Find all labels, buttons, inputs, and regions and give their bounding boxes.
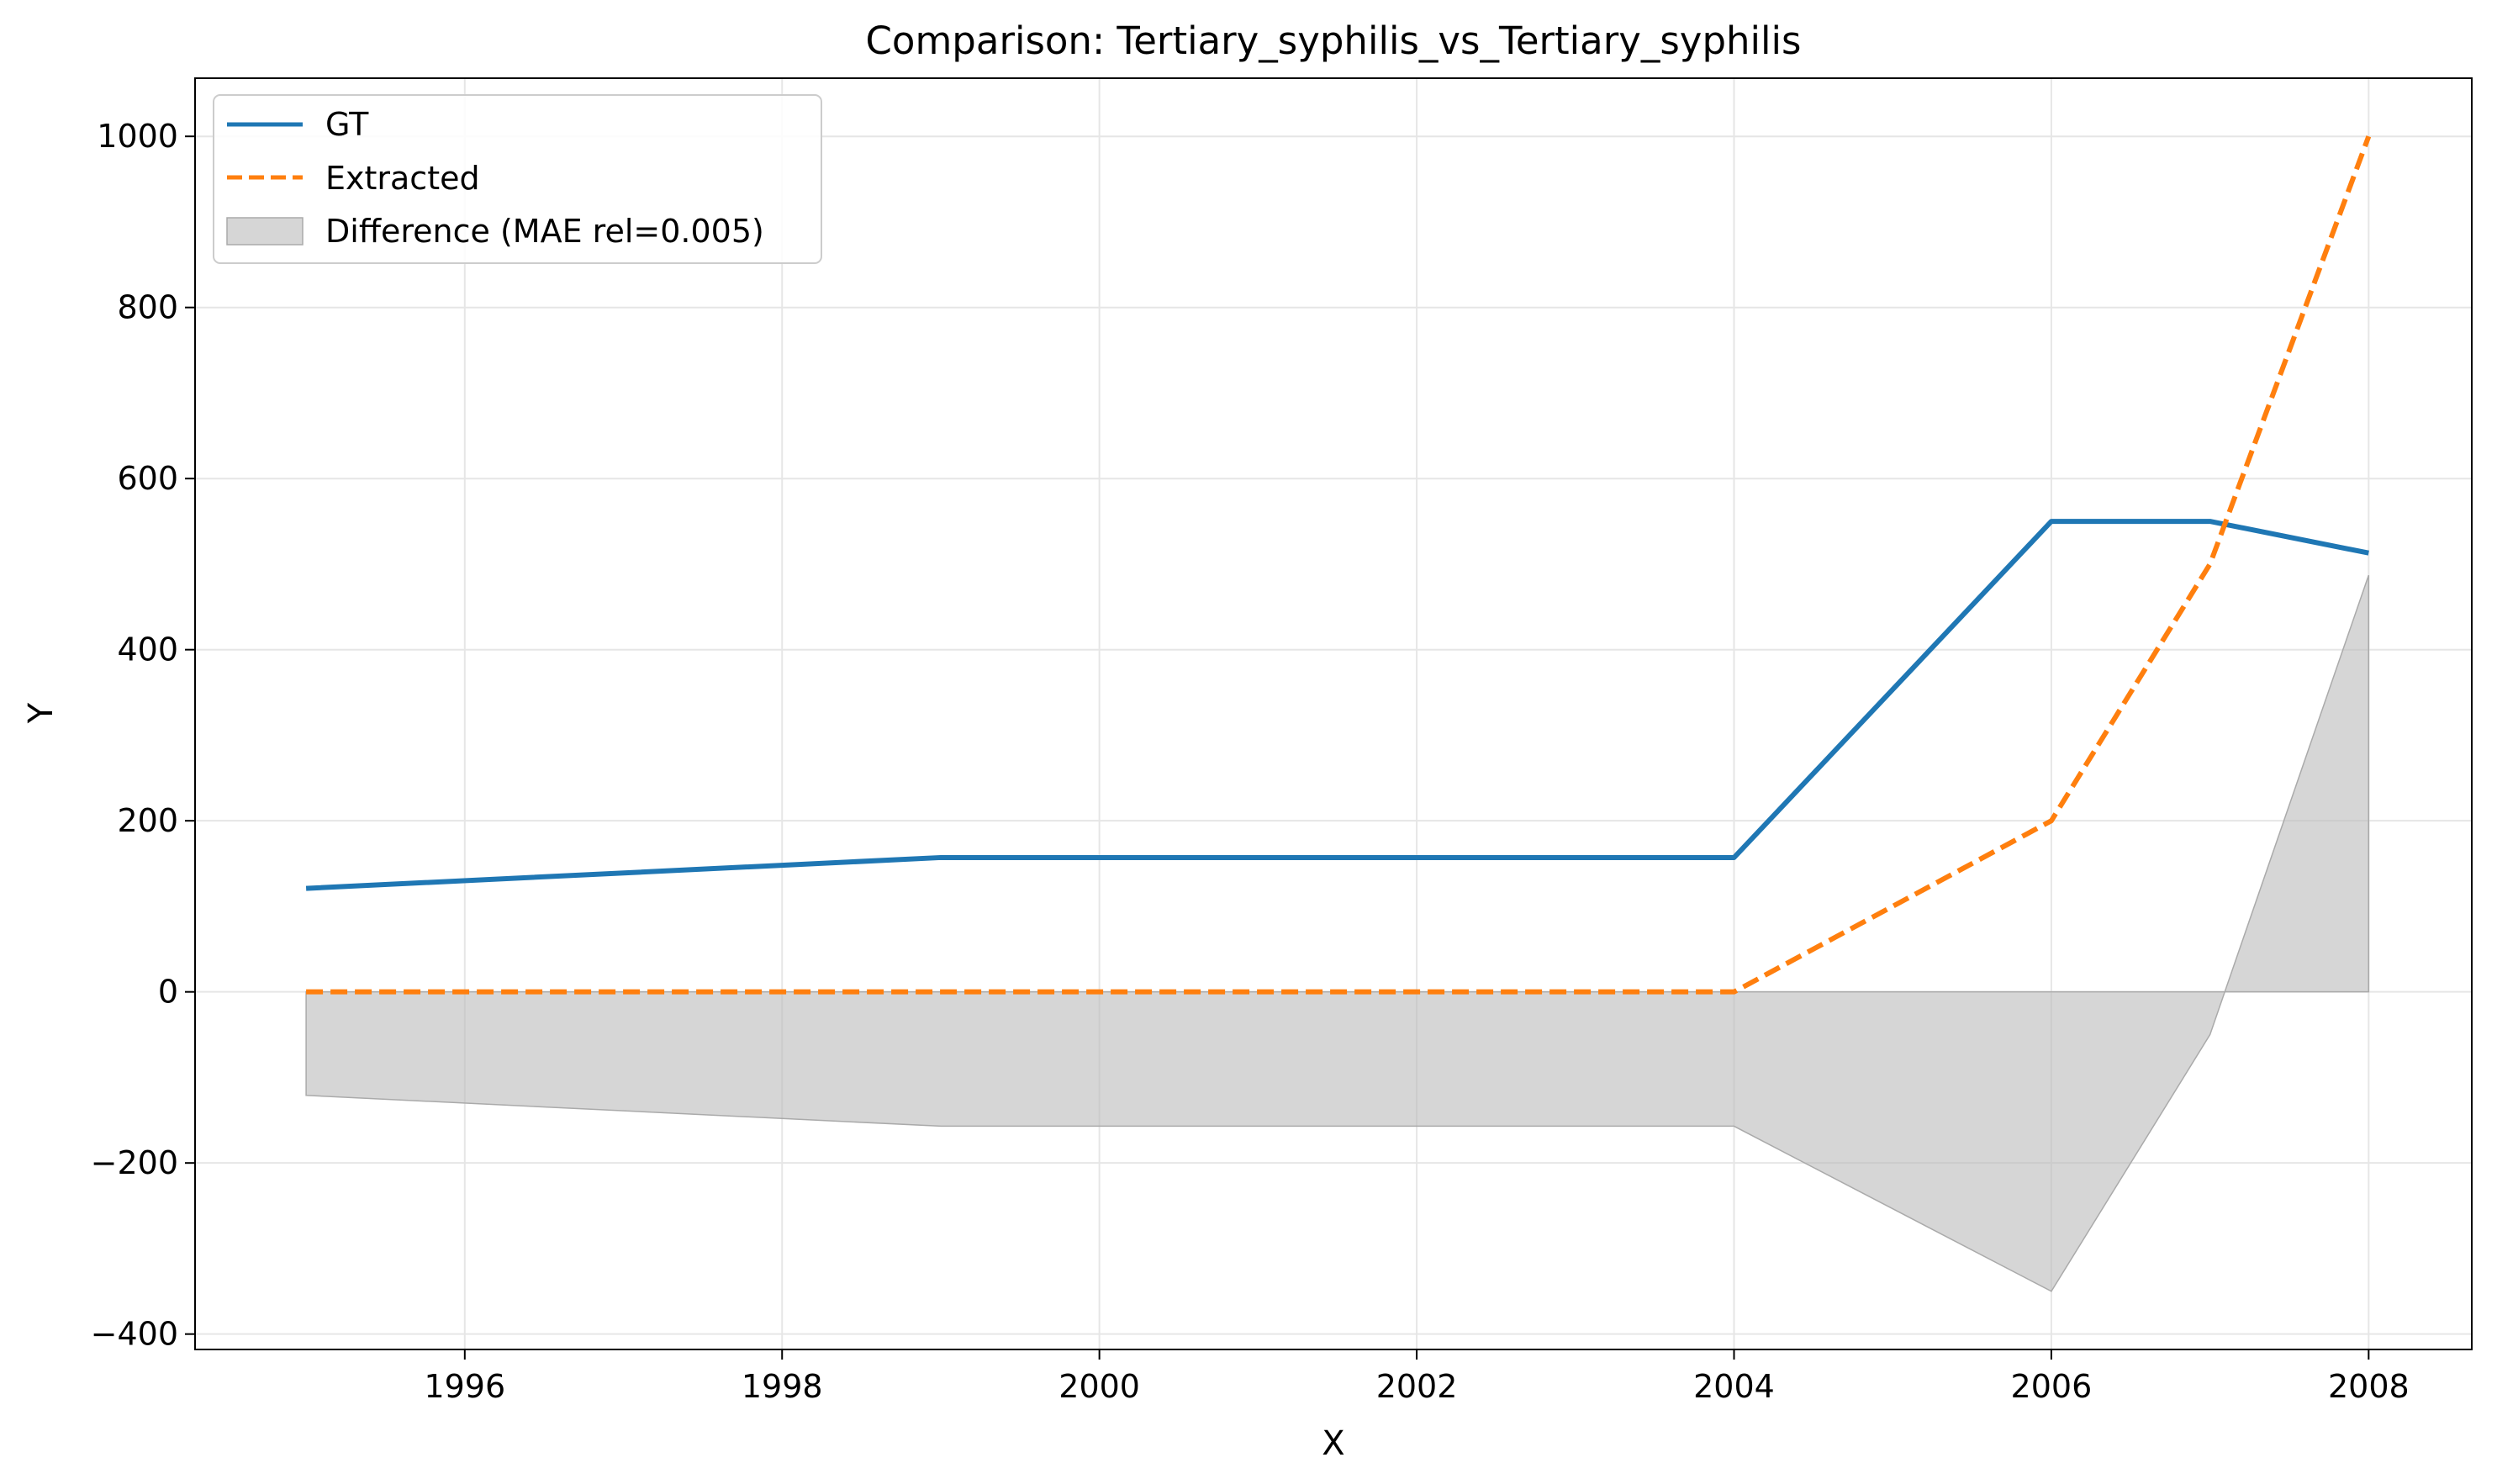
series-lines-layer: [305, 135, 2372, 995]
x-tick-label: 1998: [742, 1368, 823, 1405]
axis-ticks: 1996 1998 2000 2002 2004 2006 2008 −400 −200 0 200…: [91, 118, 2410, 1405]
legend-extracted-label: Extracted: [325, 160, 480, 197]
y-tick-label: −400: [91, 1316, 178, 1353]
legend-difference-label: Difference (MAE rel=0.005): [325, 213, 764, 250]
x-tick-label: 2002: [1376, 1368, 1458, 1405]
difference-area: [305, 574, 2370, 1292]
plot-frame: [194, 77, 2473, 1350]
difference-area-layer: [305, 574, 2370, 1292]
x-tick-label: 1996: [424, 1368, 505, 1405]
y-tick-label: 200: [117, 802, 178, 839]
y-tick-label: 800: [117, 289, 178, 326]
series-line-gt: [305, 519, 2369, 891]
y-tick-label: 1000: [97, 118, 178, 155]
legend: GT Extracted Difference (MAE rel=0.005): [213, 94, 822, 264]
y-tick-label: 400: [117, 631, 178, 668]
chart-title: Comparison: Tertiary_syphilis_vs_Tertiar…: [866, 18, 1802, 63]
x-axis-label: X: [1322, 1424, 1344, 1463]
legend-difference-swatch: [226, 217, 304, 246]
legend-gt-label: GT: [325, 106, 369, 143]
y-tick-label: 0: [158, 974, 178, 1011]
y-tick-label: −200: [91, 1144, 178, 1181]
x-tick-label: 2008: [2328, 1368, 2410, 1405]
x-tick-label: 2006: [2011, 1368, 2093, 1405]
y-axis-label: Y: [22, 702, 61, 724]
x-tick-label: 2000: [1058, 1368, 1140, 1405]
y-tick-label: 600: [117, 460, 178, 497]
x-tick-label: 2004: [1693, 1368, 1775, 1405]
legend-box: [213, 94, 822, 264]
